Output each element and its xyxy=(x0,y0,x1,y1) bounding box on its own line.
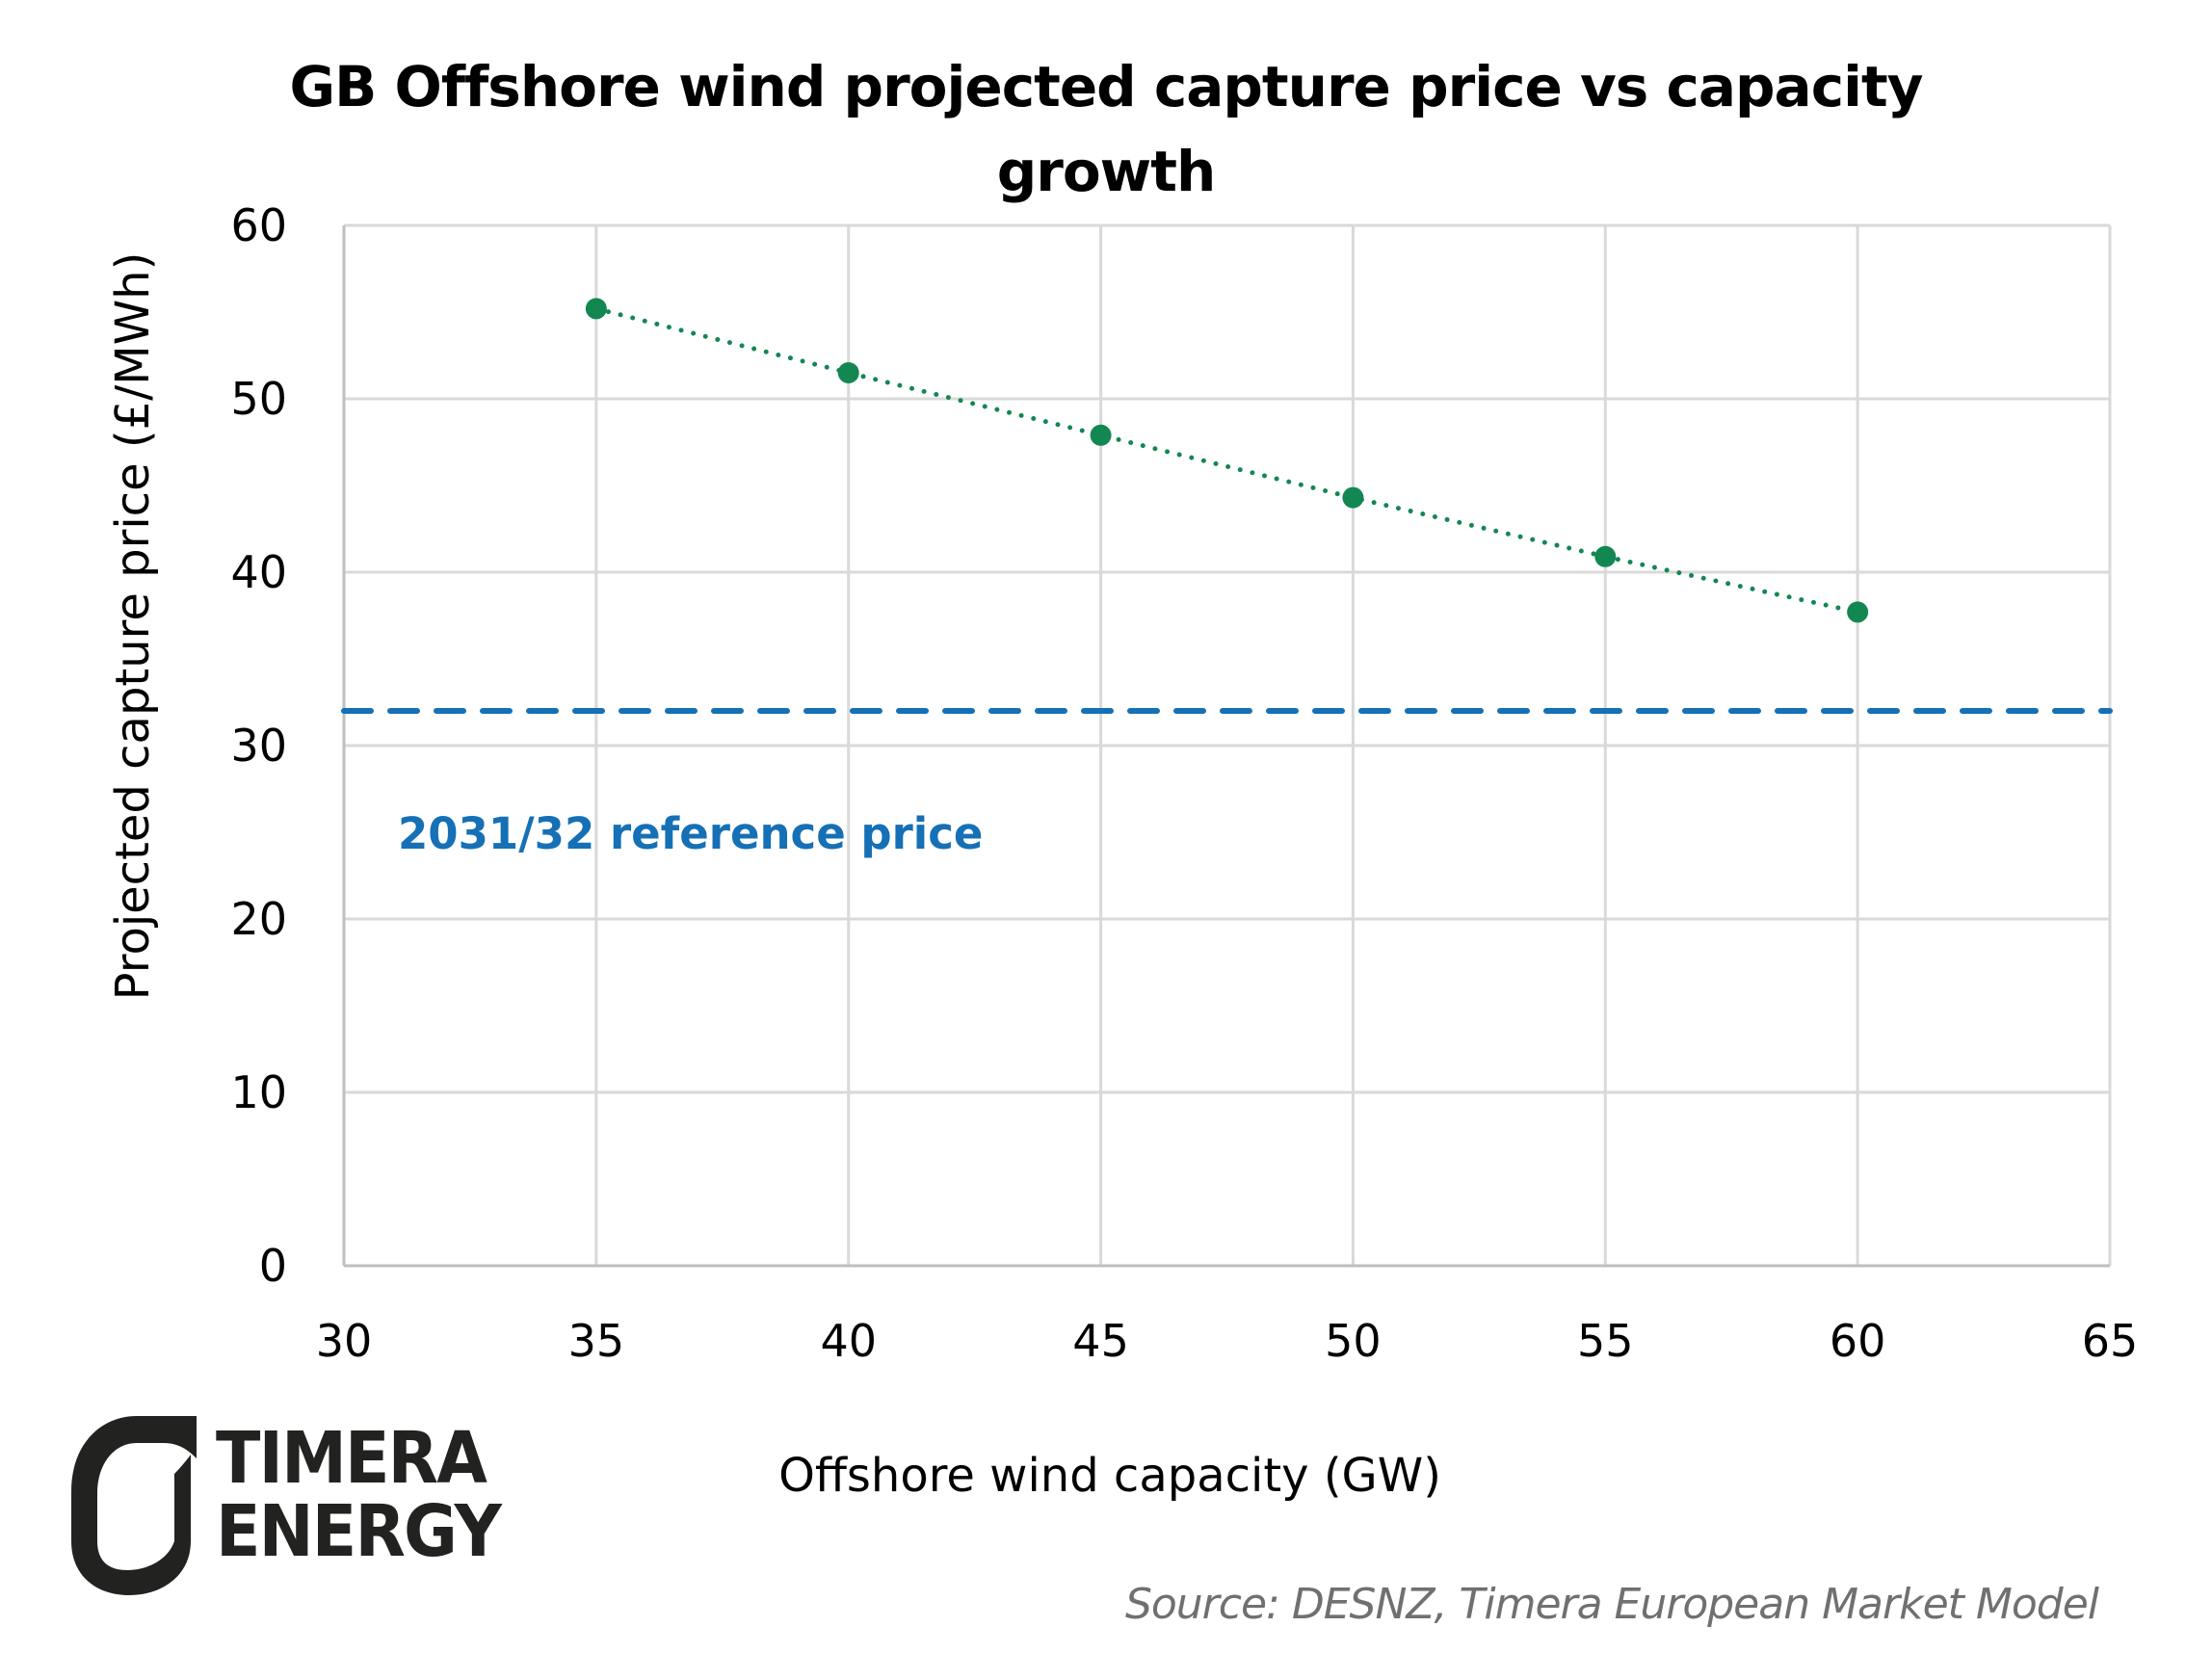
y-tick-label-40: 40 xyxy=(230,546,287,598)
series-line xyxy=(593,305,1860,615)
chart-title-line-1: GB Offshore wind projected capture price… xyxy=(289,54,1924,119)
timera-energy-logo: TIMERA ENERGY xyxy=(71,1416,524,1595)
y-tick-label-60: 60 xyxy=(230,199,287,251)
data-point-40 xyxy=(837,362,859,383)
source-note: Source: DESNZ, Timera European Market Mo… xyxy=(1124,1580,2099,1629)
x-tick-label-60: 60 xyxy=(1830,1315,1886,1367)
y-tick-labels: 0 10 20 30 40 50 60 xyxy=(230,199,287,1292)
y-tick-label-50: 50 xyxy=(230,373,287,425)
y-tick-label-30: 30 xyxy=(230,720,287,772)
x-tick-label-30: 30 xyxy=(316,1315,373,1367)
x-tick-labels: 30 35 40 45 50 55 60 65 xyxy=(316,1315,2139,1367)
y-axis-label: Projected capture price (£/MWh) xyxy=(106,252,160,1001)
x-tick-label-45: 45 xyxy=(1072,1315,1129,1367)
chart-title-line-2: growth xyxy=(996,139,1217,204)
data-point-50 xyxy=(1342,486,1364,509)
timera-logo-mark-icon xyxy=(71,1416,197,1595)
gridlines xyxy=(344,223,2112,1266)
x-tick-label-55: 55 xyxy=(1577,1315,1634,1367)
x-tick-label-35: 35 xyxy=(568,1315,625,1367)
y-tick-label-0: 0 xyxy=(259,1240,287,1292)
logo-line-2: ENERGY xyxy=(216,1490,502,1573)
x-tick-label-65: 65 xyxy=(2082,1315,2139,1367)
reference-price-label: 2031/32 reference price xyxy=(398,808,983,859)
logo-line-1: TIMERA xyxy=(216,1417,487,1500)
data-point-35 xyxy=(585,298,607,320)
y-tick-label-20: 20 xyxy=(230,893,287,945)
logo-text: TIMERA ENERGY xyxy=(216,1417,502,1573)
series-group xyxy=(585,298,1869,623)
x-tick-label-40: 40 xyxy=(820,1315,877,1367)
y-tick-label-10: 10 xyxy=(230,1066,287,1118)
data-point-45 xyxy=(1090,424,1112,446)
axes xyxy=(342,225,2110,1268)
chart-title: GB Offshore wind projected capture price… xyxy=(0,44,2212,214)
data-point-60 xyxy=(1847,601,1869,623)
x-axis-label: Offshore wind capacity (GW) xyxy=(778,1449,1441,1503)
x-tick-label-50: 50 xyxy=(1325,1315,1382,1367)
data-point-55 xyxy=(1594,545,1617,567)
